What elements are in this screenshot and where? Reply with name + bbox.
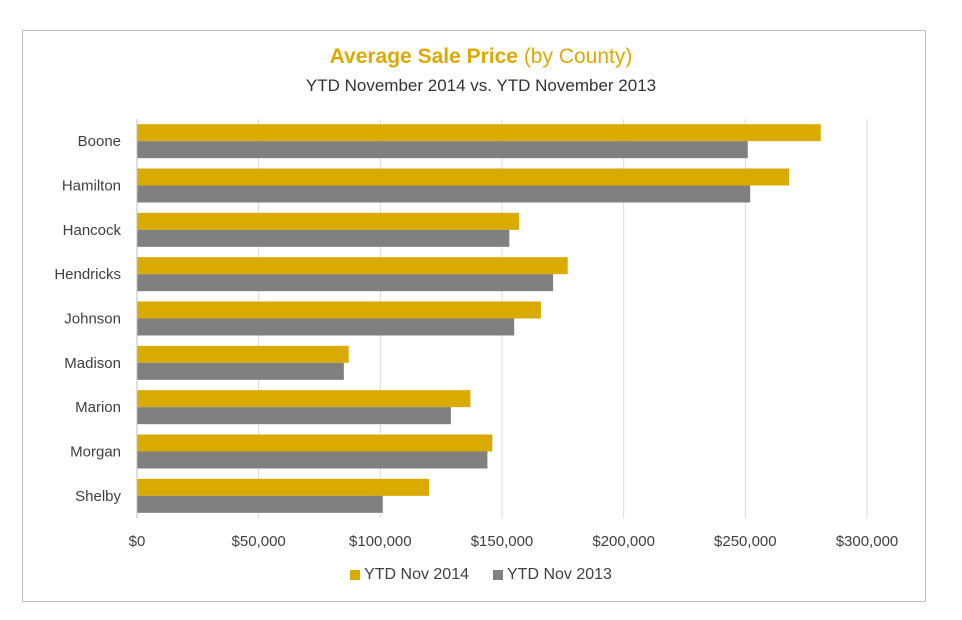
legend-swatch-2014 [350,570,361,580]
bar-hendricks-series-1 [137,274,554,292]
bar-shelby-series-1 [137,495,383,513]
legend-swatch-2013 [493,570,503,580]
bar-hamilton-series-1 [137,185,751,203]
bar-hendricks-series-0 [137,257,568,275]
bar-hancock-series-0 [137,212,520,230]
legend-label-2014: YTD Nov 2014 [364,566,469,583]
category-label-morgan: Morgan [70,444,121,461]
category-label-hendricks: Hendricks [54,266,121,283]
bar-shelby-series-0 [137,478,429,496]
chart-title-main: Average Sale Price [329,45,518,68]
bar-madison-series-1 [137,362,344,380]
bar-johnson-series-1 [137,318,515,336]
x-tick-label: $100,000 [349,533,412,550]
x-tick-label: $150,000 [471,533,534,550]
category-label-johnson: Johnson [64,311,121,328]
x-tick-label: $0 [129,533,146,550]
bar-johnson-series-0 [137,301,541,319]
category-label-marion: Marion [75,399,121,416]
x-tick-label: $50,000 [232,533,286,550]
bar-boone-series-1 [137,141,748,159]
x-tick-label: $200,000 [592,533,655,550]
bar-marion-series-1 [137,407,451,425]
chart-title-suffix: (by County) [523,45,633,68]
bar-marion-series-0 [137,390,471,408]
bar-hamilton-series-0 [137,168,790,186]
bar-morgan-series-0 [137,434,493,452]
x-tick-label: $300,000 [836,533,899,550]
legend: YTD Nov 2014 YTD Nov 2013 [0,566,962,584]
legend-item-2014: YTD Nov 2014 [350,566,469,584]
bar-boone-series-0 [137,124,821,142]
category-label-hamilton: Hamilton [62,178,121,195]
category-label-madison: Madison [64,355,121,372]
chart-title: Average Sale Price (by County) [0,44,962,70]
bar-hancock-series-1 [137,229,510,247]
bar-madison-series-0 [137,345,349,363]
legend-label-2013: YTD Nov 2013 [507,566,612,583]
category-label-shelby: Shelby [75,488,121,505]
category-label-boone: Boone [78,133,121,150]
chart-subtitle: YTD November 2014 vs. YTD November 2013 [305,76,657,95]
x-tick-label: $250,000 [714,533,777,550]
legend-item-2013: YTD Nov 2013 [493,566,612,584]
bar-morgan-series-1 [137,451,488,469]
category-label-hancock: Hancock [63,222,122,239]
